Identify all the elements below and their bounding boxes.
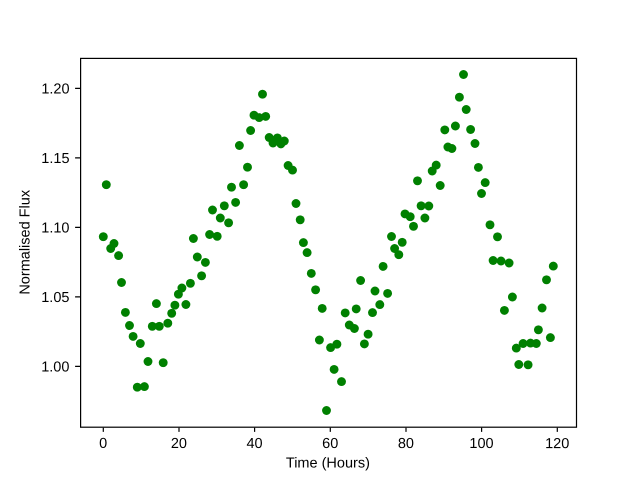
svg-text:80: 80 [398, 436, 414, 452]
svg-text:60: 60 [322, 436, 338, 452]
svg-text:1.20: 1.20 [41, 81, 69, 97]
svg-text:120: 120 [545, 436, 569, 452]
svg-text:40: 40 [246, 436, 262, 452]
svg-text:Time (Hours): Time (Hours) [286, 455, 370, 471]
svg-text:0: 0 [99, 436, 107, 452]
svg-text:Normalised Flux: Normalised Flux [17, 189, 33, 295]
svg-text:1.15: 1.15 [41, 151, 69, 167]
svg-text:1.05: 1.05 [41, 290, 69, 306]
svg-text:100: 100 [469, 436, 493, 452]
svg-text:1.10: 1.10 [41, 220, 69, 236]
svg-text:20: 20 [171, 436, 187, 452]
svg-text:1.00: 1.00 [41, 359, 69, 375]
